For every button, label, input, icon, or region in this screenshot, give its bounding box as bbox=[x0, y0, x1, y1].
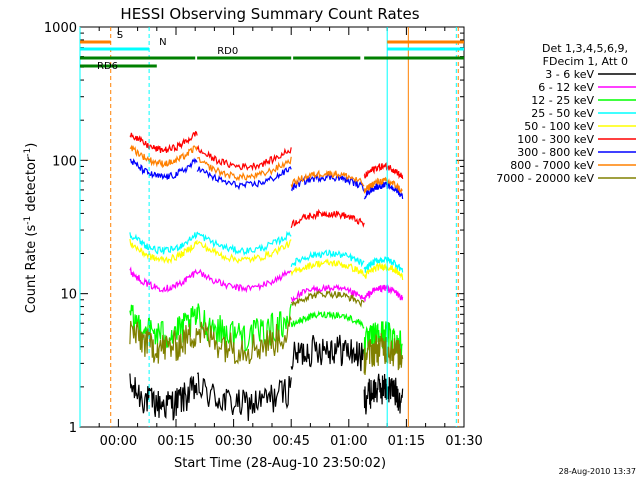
y-tick-label: 10 bbox=[60, 288, 77, 303]
legend-entry-label: 300 - 800 keV bbox=[517, 146, 594, 159]
legend-entry-label: 3 - 6 keV bbox=[545, 68, 594, 81]
legend-entry-label: 6 - 12 keV bbox=[538, 81, 594, 94]
series-segment-line bbox=[196, 144, 292, 172]
series-segment-line bbox=[129, 157, 198, 181]
flag-label-rd0: RD0 bbox=[217, 46, 238, 57]
series-layer bbox=[129, 130, 404, 422]
series-segment-line bbox=[196, 166, 292, 191]
axes bbox=[79, 26, 465, 428]
x-tick-label: 00:30 bbox=[215, 434, 252, 449]
y-axis-label-end: ) bbox=[24, 143, 39, 148]
x-tick-label: 01:30 bbox=[445, 434, 482, 449]
series-50-100-kev bbox=[129, 238, 404, 281]
series-segment-line bbox=[129, 130, 198, 154]
series-segment-line bbox=[196, 372, 292, 422]
series-100-300-kev bbox=[129, 130, 404, 228]
y-tick-labels: 1 10 100 1000 bbox=[44, 21, 77, 436]
series-segment-line bbox=[363, 176, 403, 195]
series-segment-line bbox=[129, 320, 198, 364]
series-segment-line bbox=[129, 373, 198, 421]
series-segment-line bbox=[290, 169, 365, 188]
legend-entry-label: 50 - 100 keV bbox=[524, 120, 594, 133]
series-segment-line bbox=[196, 268, 292, 294]
flag-bars: S N RD0 RD6 bbox=[80, 30, 464, 72]
legend-header: FDecim 1, Att 0 bbox=[543, 55, 628, 68]
y-axis-label-sup1: -1 bbox=[23, 216, 33, 225]
series-segment-line bbox=[290, 258, 365, 277]
series-segment-line bbox=[363, 162, 404, 180]
series-7000-20000-kev bbox=[129, 289, 404, 376]
y-tick-label: 1000 bbox=[44, 21, 77, 36]
series-segment-line bbox=[129, 232, 198, 255]
x-tick-label: 00:45 bbox=[272, 434, 309, 449]
series-segment-line bbox=[129, 238, 198, 265]
flag-label-n: N bbox=[159, 37, 166, 48]
x-tick-label: 01:00 bbox=[330, 434, 367, 449]
series-segment-line bbox=[290, 283, 365, 302]
flag-label-s: S bbox=[117, 30, 123, 41]
legend-entry-label: 7000 - 20000 keV bbox=[496, 172, 594, 185]
series-segment-line bbox=[129, 266, 198, 293]
y-tick-label: 1 bbox=[69, 421, 77, 436]
chart-title: HESSI Observing Summary Count Rates bbox=[120, 5, 419, 23]
x-tick-label: 01:15 bbox=[388, 434, 425, 449]
legend-entry-label: 12 - 25 keV bbox=[531, 94, 594, 107]
series-segment-line bbox=[196, 230, 292, 256]
series-segment-line bbox=[196, 156, 292, 182]
x-axis-label: Start Time (28-Aug-10 23:50:02) bbox=[174, 456, 386, 471]
series-segment-line bbox=[363, 284, 404, 302]
series-800-7000-kev bbox=[129, 144, 403, 195]
legend-entry-label: 800 - 7000 keV bbox=[510, 159, 594, 172]
series-segment-line bbox=[196, 239, 292, 264]
flag-label-rd6: RD6 bbox=[97, 61, 118, 72]
series-segment-line bbox=[290, 310, 365, 329]
x-tick-label: 00:15 bbox=[157, 434, 194, 449]
y-axis-label-main: Count Rate (s bbox=[24, 225, 39, 314]
legend-entry-label: 25 - 50 keV bbox=[531, 107, 594, 120]
series-segment-line bbox=[290, 334, 365, 372]
y-tick-label: 100 bbox=[52, 154, 77, 169]
series-segment-line bbox=[290, 249, 365, 268]
x-tick-label: 00:00 bbox=[100, 434, 137, 449]
series-segment-line bbox=[363, 333, 404, 376]
series-segment-line bbox=[196, 315, 292, 365]
series-25-50-kev bbox=[129, 230, 404, 273]
x-tick-labels: 00:00 00:15 00:30 00:45 01:00 01:15 01:30 bbox=[100, 434, 483, 449]
series-segment-line bbox=[129, 144, 198, 169]
series-segment-line bbox=[363, 262, 404, 281]
series-segment-line bbox=[363, 180, 404, 200]
series-6-12-kev bbox=[129, 266, 404, 302]
footer-timestamp: 28-Aug-2010 13:37 bbox=[559, 467, 636, 476]
legend-entry-label: 100 - 300 keV bbox=[517, 133, 594, 146]
series-segment-line bbox=[291, 289, 365, 308]
y-axis-label-sup2: -1 bbox=[23, 148, 33, 157]
series-3-6-kev bbox=[129, 334, 404, 422]
series-segment-line bbox=[363, 373, 404, 415]
vertical-lines bbox=[79, 27, 459, 427]
series-segment-line bbox=[363, 256, 404, 273]
series-300-800-kev bbox=[129, 157, 404, 200]
y-axis-label: Count Rate (s-1 detector-1) bbox=[23, 143, 39, 314]
y-axis-label-mid: detector bbox=[24, 156, 39, 216]
legend-header: Det 1,3,4,5,6,9, bbox=[542, 42, 628, 55]
plot-frame bbox=[79, 26, 465, 428]
series-segment-line bbox=[290, 208, 365, 228]
legend: Det 1,3,4,5,6,9,FDecim 1, Att 03 - 6 keV… bbox=[496, 42, 636, 185]
